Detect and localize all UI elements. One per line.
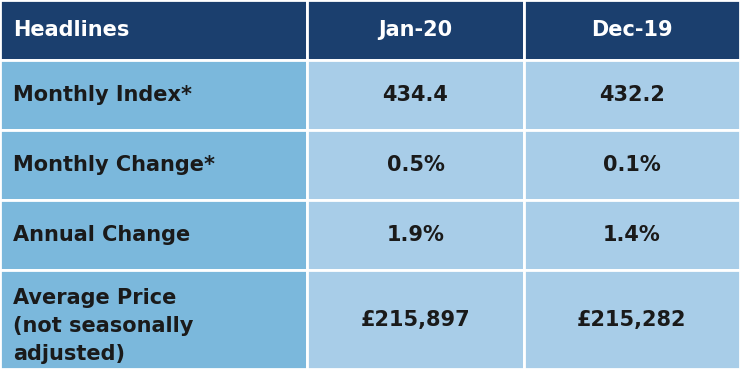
Text: 432.2: 432.2: [599, 85, 665, 105]
Text: 0.5%: 0.5%: [386, 155, 445, 175]
Bar: [0, 0, 307, 60]
Text: £215,897: £215,897: [360, 310, 471, 330]
Text: Headlines: Headlines: [13, 20, 130, 40]
Bar: [307, 60, 524, 130]
Text: 0.1%: 0.1%: [603, 155, 661, 175]
Text: 1.4%: 1.4%: [603, 225, 661, 245]
Text: Annual Change: Annual Change: [13, 225, 191, 245]
Bar: [524, 0, 740, 60]
Text: £215,282: £215,282: [577, 310, 687, 330]
Text: 434.4: 434.4: [383, 85, 448, 105]
Text: Dec-19: Dec-19: [591, 20, 673, 40]
Bar: [524, 60, 740, 130]
Bar: [524, 130, 740, 200]
Text: Monthly Index*: Monthly Index*: [13, 85, 192, 105]
Bar: [524, 200, 740, 270]
Bar: [307, 130, 524, 200]
Bar: [0, 130, 307, 200]
Text: Jan-20: Jan-20: [378, 20, 453, 40]
Bar: [0, 60, 307, 130]
Bar: [307, 200, 524, 270]
Bar: [307, 0, 524, 60]
Text: Average Price
(not seasonally
adjusted): Average Price (not seasonally adjusted): [13, 288, 194, 364]
Bar: [0, 200, 307, 270]
Text: Monthly Change*: Monthly Change*: [13, 155, 215, 175]
Text: 1.9%: 1.9%: [386, 225, 445, 245]
Bar: [307, 270, 524, 369]
Bar: [0, 270, 307, 369]
Bar: [524, 270, 740, 369]
